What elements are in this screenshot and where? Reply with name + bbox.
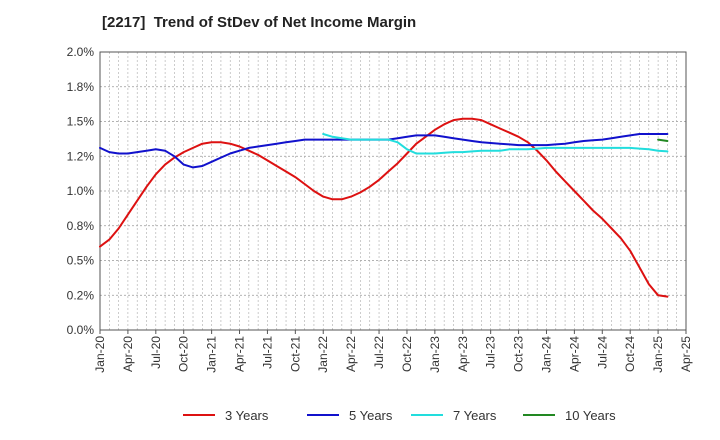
- x-tick-label: Apr-25: [679, 336, 693, 372]
- x-tick-label: Oct-23: [512, 336, 526, 372]
- x-tick-label: Jan-21: [205, 336, 219, 373]
- series-layer: [99, 117, 669, 298]
- x-tick-label: Jul-21: [260, 336, 274, 369]
- y-tick-label: 0.5%: [67, 254, 95, 268]
- x-tick-label: Apr-20: [121, 336, 135, 372]
- legend-label: 7 Years: [453, 408, 497, 423]
- y-tick-label: 0.0%: [67, 323, 95, 337]
- y-tick-label: 0.2%: [67, 288, 95, 302]
- axis-layer: 0.0% 0.2% 0.5% 0.8% 1.0% 1.2% 1.5% 1.8% 2.0% Jan-…: [67, 45, 693, 373]
- y-tick-label: 1.2%: [67, 149, 95, 163]
- x-tick-label: Jul-24: [595, 336, 609, 369]
- y-tick-label: 0.8%: [67, 219, 95, 233]
- x-tick-label: Apr-24: [567, 336, 581, 372]
- y-tick-label: 1.8%: [67, 80, 95, 94]
- x-tick-label: Oct-22: [400, 336, 414, 372]
- series-line-3-years: [99, 117, 669, 298]
- legend: 3 Years 5 Years 7 Years 10 Years: [183, 408, 616, 423]
- x-tick-label: Jan-20: [93, 336, 107, 373]
- x-tick-label: Apr-22: [344, 336, 358, 372]
- x-tick-label: Jan-24: [539, 336, 553, 373]
- y-tick-label: 1.0%: [67, 184, 95, 198]
- x-tick-label: Oct-21: [288, 336, 302, 372]
- legend-label: 10 Years: [565, 408, 616, 423]
- plot-frame: [99, 51, 687, 331]
- legend-label: 5 Years: [349, 408, 393, 423]
- y-tick-label: 1.5%: [67, 115, 95, 129]
- x-tick-label: Oct-24: [623, 336, 637, 372]
- grid-layer: [99, 51, 687, 331]
- x-tick-label: Apr-23: [456, 336, 470, 372]
- legend-label: 3 Years: [225, 408, 269, 423]
- series-line-7-years: [322, 133, 669, 155]
- chart-title: [2217] Trend of StDev of Net Income Marg…: [102, 14, 417, 31]
- x-tick-label: Oct-20: [177, 336, 191, 372]
- y-tick-label: 2.0%: [67, 45, 95, 59]
- series-line-10-years: [657, 138, 669, 142]
- x-tick-label: Jul-22: [372, 336, 386, 369]
- x-tick-label: Jan-22: [316, 336, 330, 373]
- x-tick-label: Jul-23: [484, 336, 498, 369]
- x-tick-label: Jan-23: [428, 336, 442, 373]
- x-tick-label: Jul-20: [149, 336, 163, 369]
- x-tick-label: Apr-21: [233, 336, 247, 372]
- x-tick-label: Jan-25: [651, 336, 665, 373]
